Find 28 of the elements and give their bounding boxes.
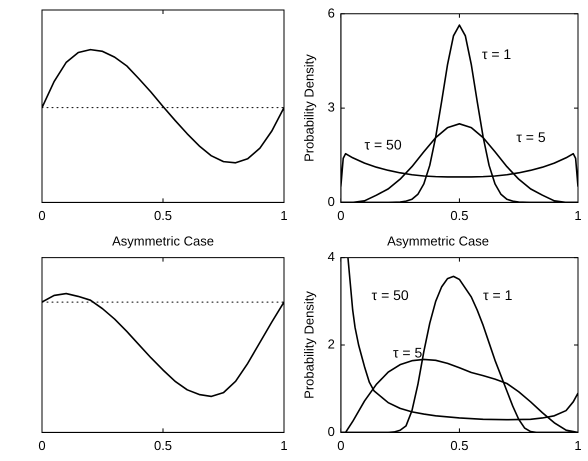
x-tick-label: 0 <box>38 438 46 453</box>
series-label: τ = 1 <box>483 286 513 303</box>
series-label: τ = 5 <box>516 129 546 146</box>
x-tick-label: 1 <box>574 208 582 223</box>
y-axis-title: Probability Density <box>301 290 316 399</box>
x-tick-label: 0.5 <box>450 438 468 453</box>
y-axis-title: Probability Density <box>301 54 316 162</box>
x-tick-label: 0.5 <box>450 208 468 223</box>
y-tick-label: 0 <box>328 424 335 439</box>
y-tick-label: 4 <box>328 249 335 264</box>
series-label: τ = 1 <box>482 46 512 62</box>
chart-title: Asymmetric Case <box>387 233 489 248</box>
x-tick-label: 1 <box>280 208 288 223</box>
series-label: τ = 50 <box>364 136 402 153</box>
x-tick-label: 0.5 <box>154 438 172 453</box>
x-tick-label: 0.5 <box>154 208 172 223</box>
series-label: τ = 50 <box>372 286 409 303</box>
y-tick-label: 3 <box>328 100 335 115</box>
y-tick-label: 0 <box>328 194 335 209</box>
x-tick-label: 0 <box>337 438 344 453</box>
y-tick-label: 6 <box>328 5 335 20</box>
x-tick-label: 1 <box>280 438 288 453</box>
chart-title: Asymmetric Case <box>112 233 214 248</box>
y-tick-label: 2 <box>328 336 335 352</box>
series-label: τ = 5 <box>393 344 422 361</box>
x-tick-label: 0 <box>337 208 344 223</box>
x-tick-label: 0 <box>38 208 46 223</box>
x-tick-label: 1 <box>574 438 582 453</box>
